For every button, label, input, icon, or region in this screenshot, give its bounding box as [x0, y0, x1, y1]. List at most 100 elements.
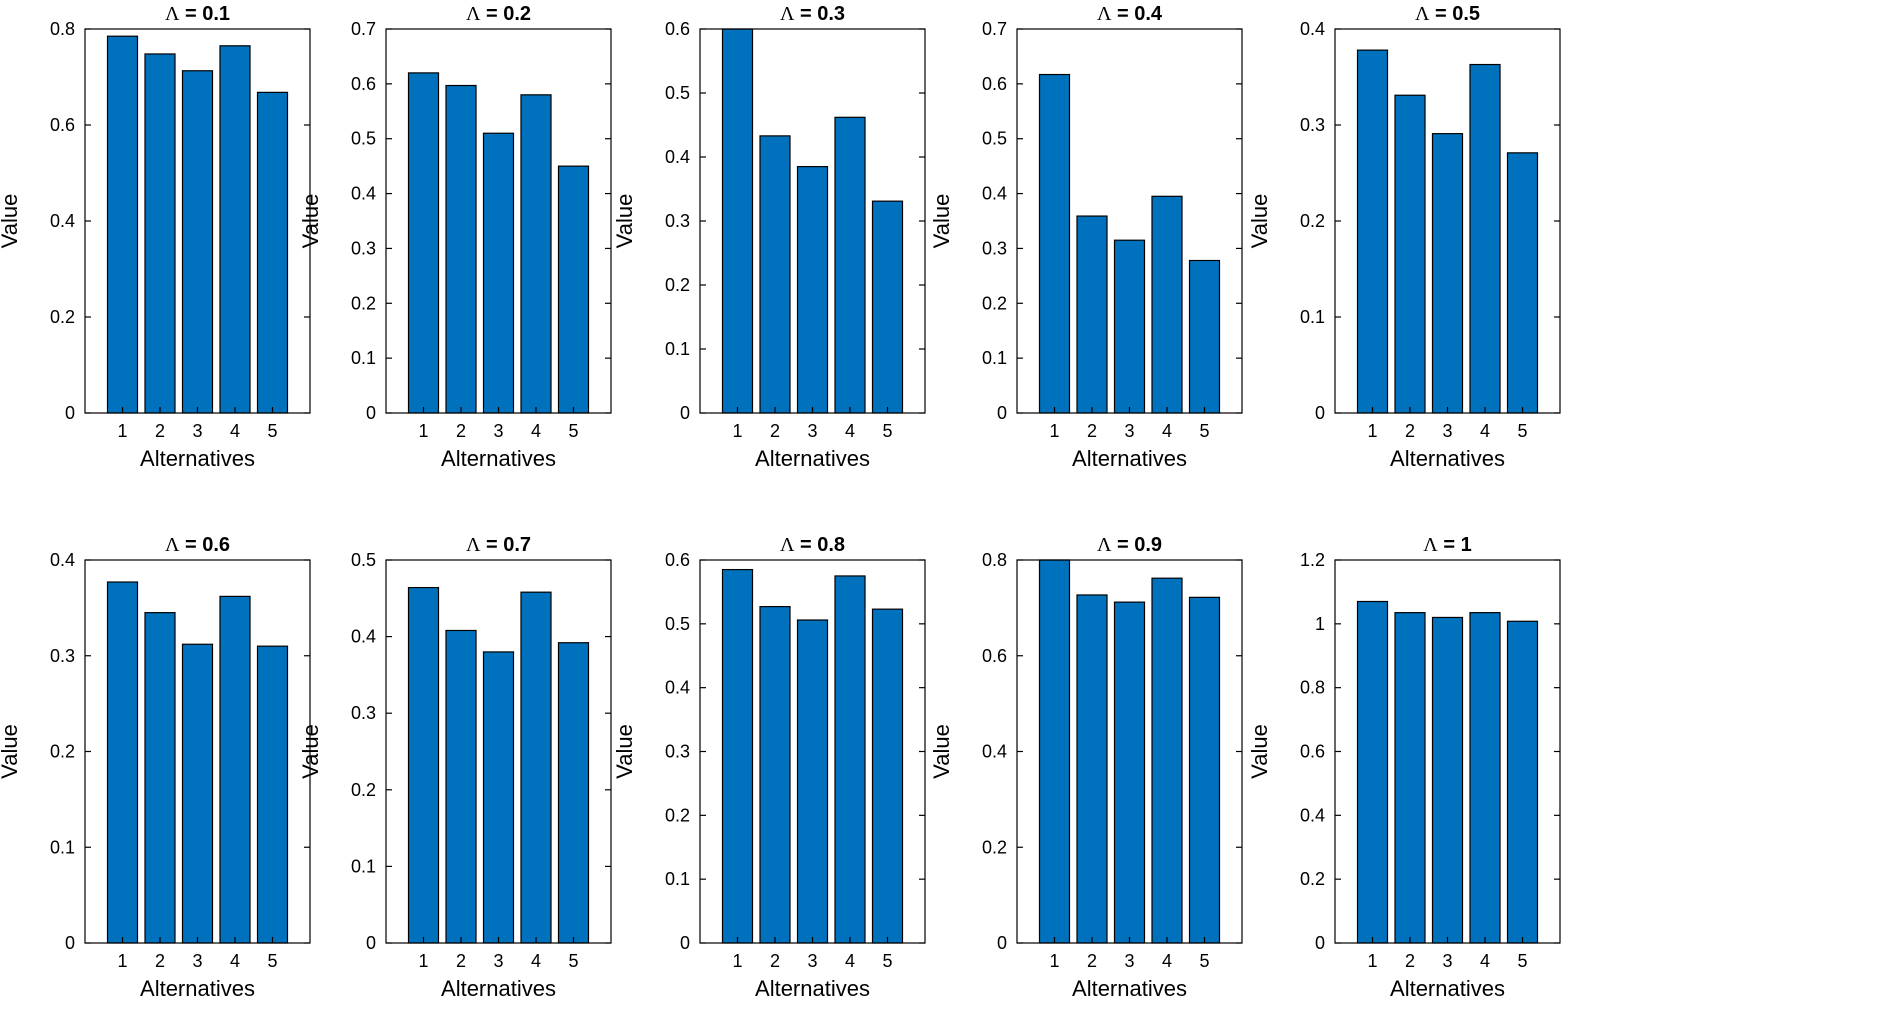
y-tick-label: 0: [997, 933, 1007, 953]
bar-1-3: [181, 70, 214, 414]
y-tick-label: 0.6: [665, 19, 690, 39]
y-tick-label: 1.2: [1300, 550, 1325, 570]
x-tick-label: 2: [456, 951, 466, 971]
title-value: = 0.4: [1111, 3, 1162, 25]
x-tick-label: 5: [882, 951, 892, 971]
bar-8-2: [759, 605, 791, 944]
bar-3-4: [834, 116, 866, 414]
title-value: = 0.6: [179, 534, 230, 556]
bar-2-3: [482, 132, 515, 414]
y-tick-label: 0.2: [351, 293, 376, 313]
bar-2-5: [557, 165, 590, 414]
subplot-title: Λ = 0.5: [1415, 3, 1480, 25]
y-tick-label: 0.6: [351, 74, 376, 94]
bar-8-4: [834, 575, 866, 944]
bar-5-3: [1431, 133, 1464, 414]
subplot-title: Λ = 0.3: [780, 3, 845, 25]
subplot-title: Λ = 0.7: [466, 534, 531, 556]
y-tick-label: 0.6: [50, 115, 75, 135]
x-tick-label: 2: [1405, 421, 1415, 441]
y-tick-label: 0.5: [351, 550, 376, 570]
y-axis-label: Value: [612, 724, 637, 779]
lambda-symbol: Λ: [780, 3, 795, 25]
x-tick-label: 2: [1087, 951, 1097, 971]
bar-2-1: [407, 72, 440, 414]
subplot-title: Λ = 0.6: [165, 534, 230, 556]
y-tick-label: 0.2: [665, 275, 690, 295]
x-tick-label: 3: [807, 421, 817, 441]
title-value: = 1: [1438, 534, 1472, 556]
x-tick-label: 5: [267, 951, 277, 971]
y-tick-label: 1: [1315, 614, 1325, 634]
bar-7-1: [407, 586, 440, 944]
bar-2-4: [520, 94, 552, 414]
y-tick-label: 0.2: [982, 837, 1007, 857]
x-tick-label: 2: [155, 951, 165, 971]
y-tick-label: 0.1: [982, 348, 1007, 368]
subplot-title: Λ = 0.9: [1097, 534, 1162, 556]
x-tick-label: 4: [1162, 951, 1172, 971]
x-axis-label: Alternatives: [441, 446, 556, 471]
subplot-title: Λ = 0.4: [1097, 3, 1163, 25]
x-axis-label: Alternatives: [1390, 976, 1505, 1001]
y-tick-label: 0.6: [1300, 742, 1325, 762]
title-value: = 0.1: [179, 3, 230, 25]
y-tick-label: 0.4: [351, 627, 376, 647]
lambda-symbol: Λ: [780, 534, 795, 556]
subplot-10: 0 0.2 0.4 0.6 0.8 1 1.2 1 2 3 4 5 Alternatives Value Λ…: [1247, 534, 1561, 1001]
title-value: = 0.3: [794, 3, 845, 25]
y-tick-label: 0.7: [351, 19, 376, 39]
bar-10-1: [1356, 600, 1389, 944]
subplot-title: Λ = 0.1: [165, 3, 230, 25]
y-tick-label: 0.2: [665, 805, 690, 825]
x-axis-label: Alternatives: [441, 976, 556, 1001]
y-axis-label: Value: [298, 724, 323, 779]
y-tick-label: 0.5: [351, 129, 376, 149]
x-tick-label: 1: [418, 421, 428, 441]
x-tick-label: 4: [1162, 421, 1172, 441]
y-axis-label: Value: [929, 194, 954, 249]
title-value: = 0.2: [480, 3, 531, 25]
y-tick-label: 0.6: [665, 550, 690, 570]
lambda-symbol: Λ: [1097, 3, 1112, 25]
x-tick-label: 1: [1049, 421, 1059, 441]
bar-7-5: [557, 642, 590, 944]
x-tick-label: 2: [770, 951, 780, 971]
y-tick-label: 0.5: [665, 614, 690, 634]
x-tick-label: 2: [1405, 951, 1415, 971]
y-axis-label: Value: [0, 724, 22, 779]
x-axis-label: Alternatives: [755, 446, 870, 471]
x-tick-label: 2: [155, 421, 165, 441]
bar-7-3: [482, 651, 515, 944]
subplot-5: 0 0.1 0.2 0.3 0.4 1 2 3 4 5 Alternatives Value Λ = 0…: [1247, 3, 1561, 471]
y-axis-label: Value: [612, 194, 637, 249]
y-tick-label: 0.6: [982, 646, 1007, 666]
y-tick-label: 0.3: [351, 703, 376, 723]
x-tick-label: 4: [845, 951, 855, 971]
bar-6-2: [144, 612, 176, 944]
bar-1-1: [106, 35, 139, 414]
bar-5-4: [1469, 63, 1501, 414]
bar-6-4: [219, 595, 251, 944]
x-tick-label: 3: [1442, 951, 1452, 971]
x-tick-label: 4: [230, 421, 240, 441]
y-tick-label: 0.1: [665, 339, 690, 359]
x-tick-label: 3: [493, 951, 503, 971]
bar-4-5: [1188, 259, 1221, 414]
x-axis-label: Alternatives: [140, 446, 255, 471]
y-axis-label: Value: [0, 194, 22, 249]
bar-3-1: [721, 28, 754, 414]
y-tick-label: 0: [997, 403, 1007, 423]
x-tick-label: 4: [845, 421, 855, 441]
x-tick-label: 4: [230, 951, 240, 971]
lambda-symbol: Λ: [165, 534, 180, 556]
bar-4-3: [1113, 239, 1146, 414]
bar-4-4: [1151, 195, 1183, 414]
bar-4-1: [1038, 73, 1071, 414]
subplot-9: 0 0.2 0.4 0.6 0.8 1 2 3 4 5 Alternatives Value Λ = 0…: [929, 534, 1243, 1001]
y-tick-label: 0.3: [1300, 115, 1325, 135]
bar-3-3: [796, 166, 829, 414]
bar-5-5: [1506, 152, 1539, 414]
y-tick-label: 0.1: [50, 837, 75, 857]
title-value: = 0.8: [794, 534, 845, 556]
